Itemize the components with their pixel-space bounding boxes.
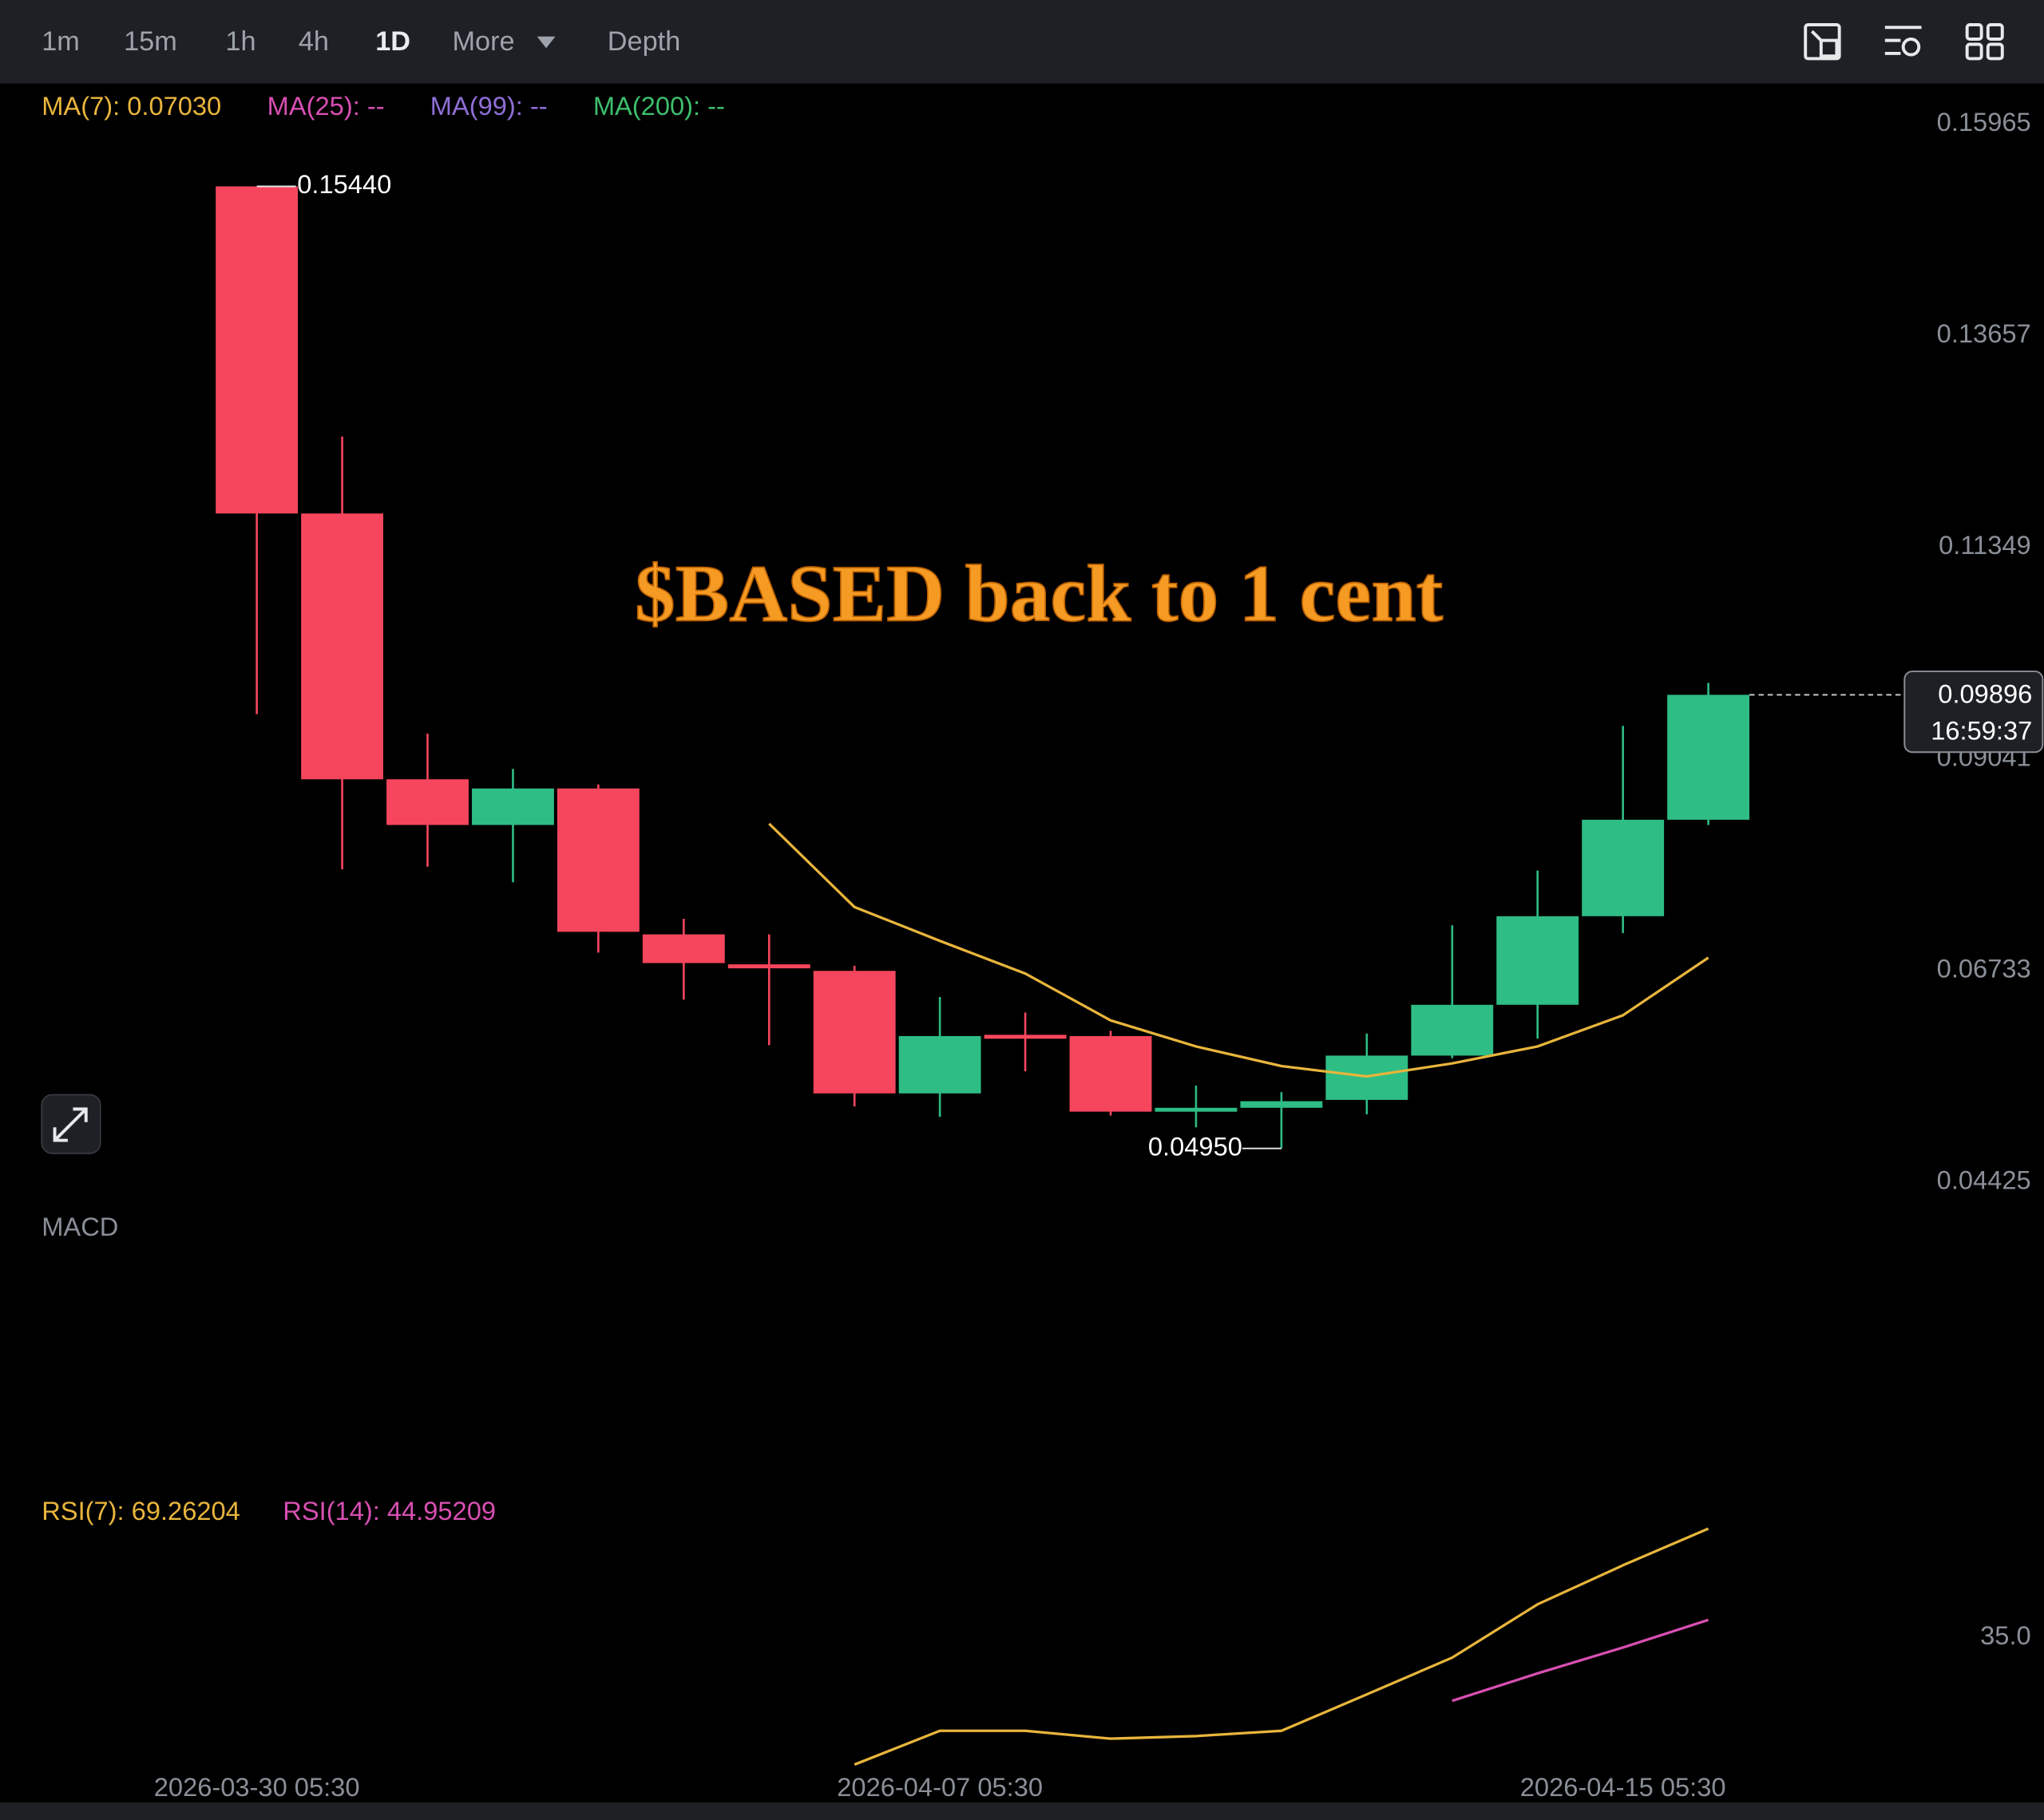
more-caret[interactable] xyxy=(537,36,556,49)
candle-body xyxy=(1667,694,1750,820)
legend-entry: MA(99): -- xyxy=(430,91,548,121)
interval-tab[interactable]: 1h xyxy=(225,26,256,57)
candle-body xyxy=(216,186,299,514)
candle-body xyxy=(1325,1055,1408,1100)
legend-entry: MA(25): -- xyxy=(267,91,385,121)
y-tick-label: 0.13657 xyxy=(1937,318,2031,348)
x-tick-label: 2026-04-07 05:30 xyxy=(837,1772,1043,1802)
x-tick-label: 2026-03-30 05:30 xyxy=(154,1772,360,1802)
y-tick-label: 35.0 xyxy=(1980,1620,2031,1650)
candle-body xyxy=(1069,1035,1152,1112)
expand-button[interactable] xyxy=(41,1094,101,1154)
interval-tab[interactable]: 1D xyxy=(375,26,410,57)
indicator-line xyxy=(854,1527,1709,1767)
legend-entry: RSI(7): 69.26204 xyxy=(42,1496,240,1525)
y-tick-label: 0.06733 xyxy=(1937,954,2031,983)
current-price-label: 0.09896 xyxy=(1938,679,2032,709)
interval-tab[interactable]: 15m xyxy=(124,26,177,57)
candle-body xyxy=(1240,1101,1323,1108)
extreme-label: 0.04950 xyxy=(1148,1131,1242,1161)
bottom-bar xyxy=(0,1802,2044,1820)
interval-tab[interactable]: 4h xyxy=(299,26,329,57)
legend-entry: MA(7): 0.07030 xyxy=(42,91,221,121)
candle-body xyxy=(472,788,554,825)
interval-tab[interactable]: 1m xyxy=(42,26,80,57)
y-tick-label: 0.11349 xyxy=(1939,530,2031,560)
candle-body xyxy=(1582,819,1665,916)
legend-entry: RSI(14): 44.95209 xyxy=(283,1496,496,1525)
extreme-label: 0.15440 xyxy=(297,169,391,199)
indicator-line xyxy=(768,822,1709,1078)
candle-body xyxy=(727,964,810,969)
depth-tab[interactable]: Depth xyxy=(608,26,680,57)
countdown-label: 16:59:37 xyxy=(1931,715,2032,745)
toolbar-icons xyxy=(1804,23,2004,61)
current-price-box xyxy=(1903,671,2044,754)
more-tab[interactable]: More xyxy=(453,26,515,57)
indicator-icon[interactable] xyxy=(1884,26,1922,57)
indicator-line xyxy=(1452,1618,1709,1703)
candle-body xyxy=(1155,1107,1238,1112)
candle-body xyxy=(642,934,725,963)
overlay-title: $BASED back to 1 cent xyxy=(635,549,1444,639)
candle-body xyxy=(301,513,383,780)
candle-body xyxy=(898,1035,981,1094)
y-tick-label: 0.15965 xyxy=(1937,107,2031,136)
toolbar xyxy=(0,0,2044,84)
candle-body xyxy=(1496,916,1579,1005)
candle-body xyxy=(1411,1004,1494,1056)
candle-body xyxy=(557,788,640,932)
candle-body xyxy=(813,971,896,1094)
candle-body xyxy=(386,779,469,825)
chart-settings-icon[interactable] xyxy=(1804,23,1841,61)
candle-body xyxy=(984,1035,1067,1039)
legend-entry: MA(200): -- xyxy=(593,91,725,121)
x-tick-label: 2026-04-15 05:30 xyxy=(1520,1772,1726,1802)
y-tick-label: 0.04425 xyxy=(1937,1165,2031,1195)
layout-icon[interactable] xyxy=(1965,23,2004,61)
macd-title: MACD xyxy=(42,1212,118,1241)
